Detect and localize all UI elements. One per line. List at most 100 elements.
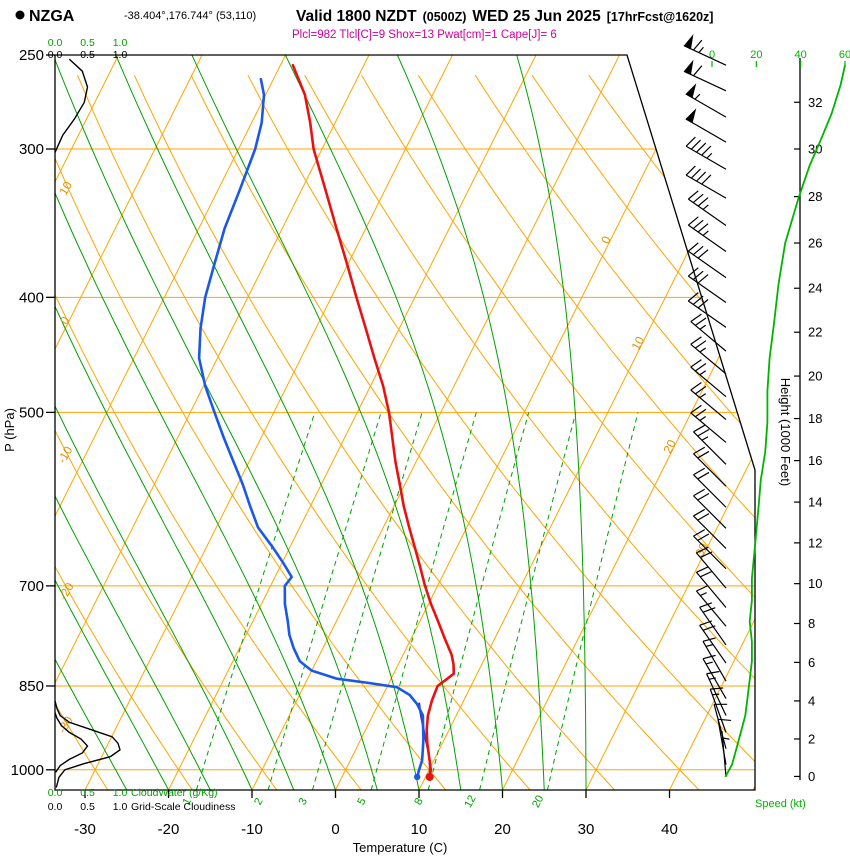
- dry-adiabat-line: [55, 75, 278, 790]
- isotherm-line: [55, 55, 119, 790]
- wind-barb-feather: [687, 267, 699, 277]
- wind-barb-feather: [693, 467, 706, 476]
- dry-adiabat-line: [417, 74, 755, 790]
- wind-barb-staff: [693, 453, 727, 487]
- dry-adiabat-line: [77, 75, 531, 790]
- cloudiness-scale-bottom: 0.0: [48, 801, 63, 813]
- station-label: NZGA: [29, 8, 75, 25]
- dry-adiabat-line: [55, 75, 193, 790]
- pressure-tick-label: 400: [19, 289, 44, 306]
- wind-barb-half-feather: [699, 370, 707, 376]
- pressure-axis-title: P (hPa): [2, 408, 17, 452]
- cloudwater-scale-bottom: 0.0: [48, 787, 63, 799]
- dry-adiabat-line: [55, 75, 362, 790]
- cloudiness-curve-low: [55, 700, 121, 788]
- speed-axis-title: Speed (kt): [755, 798, 806, 810]
- wind-barb-feather: [702, 637, 716, 642]
- wind-barb-feather: [692, 193, 704, 204]
- wind-barb-staff: [693, 495, 727, 529]
- isotherm-line: [55, 55, 203, 790]
- height-tick-label: 2: [808, 731, 815, 746]
- wind-barb-staff: [699, 625, 727, 664]
- wind-barb-staff: [684, 70, 727, 92]
- wind-barb-feather: [697, 471, 710, 480]
- wind-barb-feather: [692, 295, 704, 305]
- height-tick-label: 26: [808, 236, 822, 251]
- mixing-ratio-label: 8: [412, 796, 425, 807]
- mixing-ratio-line: [312, 412, 423, 790]
- wind-barb-half-feather: [712, 693, 720, 696]
- height-tick-label: 6: [808, 655, 815, 670]
- speed-tick-label: 60: [839, 49, 850, 61]
- wind-barb-half-feather: [706, 152, 713, 159]
- wind-barb-half-feather: [699, 416, 707, 422]
- wind-barb-feather: [699, 620, 713, 626]
- dry-adiabat-line: [190, 74, 700, 790]
- wind-barb-staff: [695, 571, 727, 608]
- wind-barb-half-feather: [702, 204, 709, 210]
- dry-adiabat-label: -10: [55, 444, 76, 466]
- temperature-curve: [291, 63, 456, 779]
- wind-barb-staff: [690, 321, 727, 352]
- wind-barb-half-feather: [722, 737, 730, 740]
- wind-barb-staff: [690, 389, 727, 421]
- valid-zulu: (0500Z): [423, 10, 467, 24]
- station-coords: -38.404°,176.744° (53,110): [124, 10, 256, 22]
- wind-barb-staff: [685, 145, 727, 170]
- wind-barb-pennant: [683, 34, 694, 50]
- speed-tick-label: 40: [795, 49, 807, 61]
- moist-adiabat-line: [55, 55, 336, 790]
- height-tick-label: 32: [808, 95, 822, 110]
- wind-barb-half-feather: [699, 324, 707, 330]
- cloudiness-scale-top: 1.0: [113, 49, 128, 61]
- wind-barb-feather: [710, 687, 724, 690]
- wind-barb-feather: [696, 142, 707, 153]
- dry-adiabat-line: [474, 74, 755, 790]
- wind-barb-staff: [687, 300, 727, 328]
- temperature-tick-label: -30: [74, 821, 96, 838]
- wind-barb-half-feather: [699, 393, 707, 399]
- dry-adiabat-line: [816, 75, 850, 790]
- mixing-ratio-line: [427, 412, 530, 790]
- wind-barb-staff: [690, 366, 727, 398]
- dry-adiabat-line: [531, 74, 755, 790]
- wind-barb-feather: [687, 242, 699, 252]
- wind-barb-staff: [687, 198, 727, 227]
- temperature-tick-label: -10: [241, 821, 263, 838]
- dry-adiabat-line: [645, 74, 755, 790]
- wind-barb-staff: [713, 704, 727, 749]
- cloudwater-scale-top: 0.5: [80, 37, 95, 49]
- wind-barb-feather: [697, 249, 709, 259]
- temperature-tick-label: -20: [158, 821, 180, 838]
- cloudwater-scale-bottom: 1.0: [113, 787, 128, 799]
- height-tick-label: 20: [808, 369, 822, 384]
- wind-barb-feather: [717, 718, 732, 722]
- wind-barb-feather: [697, 299, 709, 309]
- temperature-tick-label: 0: [331, 821, 339, 838]
- height-tick-label: 10: [808, 576, 822, 591]
- wind-barb-feather: [696, 584, 709, 592]
- wind-barb-feather: [693, 529, 706, 537]
- station-bullet-icon: [15, 10, 25, 20]
- wind-barb-feather: [692, 219, 704, 230]
- wind-barb-staff: [693, 515, 727, 549]
- wind-barb-staff: [690, 343, 727, 375]
- mixing-ratio-label: 5: [355, 796, 368, 807]
- cloudiness-scale-bottom: 0.5: [80, 801, 95, 813]
- params-line: Plcl=982 Tlcl[C]=9 Shox=13 Pwat[cm]=1 Ca…: [292, 29, 557, 41]
- valid-date: WED 25 Jun 2025: [472, 8, 601, 25]
- wind-barb-feather: [685, 165, 696, 176]
- wind-barb-feather: [693, 488, 706, 497]
- wind-barb-feather: [702, 625, 716, 631]
- wind-barb-half-feather: [700, 592, 707, 597]
- dry-adiabat-line: [702, 74, 755, 790]
- height-tick-label: 0: [808, 769, 815, 784]
- cloudwater-label: CloudWater (g/Kg): [131, 787, 218, 799]
- valid-fcst: [17hrFcst@1620z]: [607, 10, 714, 24]
- cloudiness-label: Grid-Scale Cloudiness: [131, 801, 235, 813]
- speed-tick-label: 0: [709, 49, 715, 61]
- mixing-ratio-label: 2: [252, 796, 265, 807]
- wind-barb-feather: [694, 340, 707, 349]
